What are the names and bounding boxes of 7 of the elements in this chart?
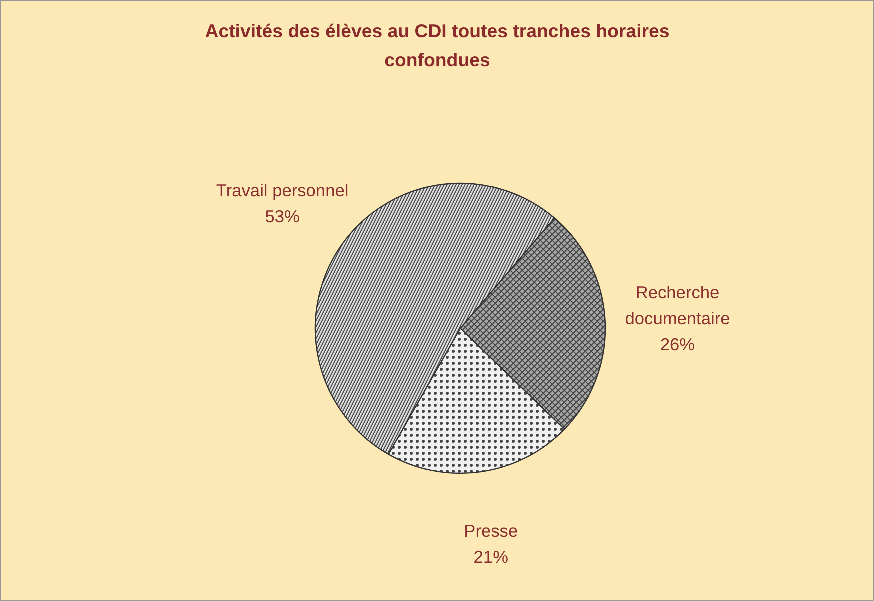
chart-title: Activités des élèves au CDI toutes tranches horaires confondues	[205, 20, 670, 71]
slice-label: Presse	[464, 520, 518, 541]
data-label: 21%	[474, 546, 508, 567]
slice-label: Recherche documentaire	[625, 282, 730, 328]
data-label: 53%	[265, 206, 300, 226]
slice-label: Travail personnel	[216, 180, 349, 200]
data-label: 26%	[660, 334, 696, 354]
